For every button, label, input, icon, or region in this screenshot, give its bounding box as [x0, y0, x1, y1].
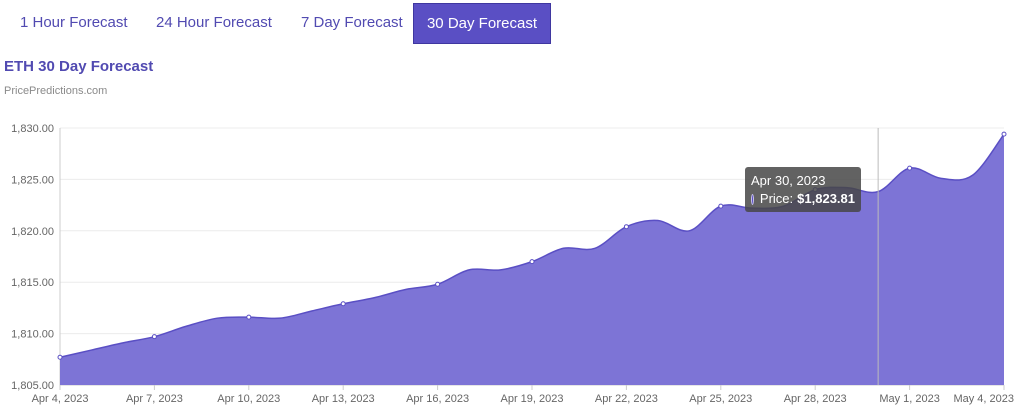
y-tick-label: 1,805.00	[11, 380, 54, 392]
x-tick-label: Apr 13, 2023	[312, 393, 375, 405]
chart-title: ETH 30 Day Forecast	[4, 58, 154, 75]
x-tick-label: Apr 22, 2023	[595, 393, 658, 405]
y-tick-label: 1,815.00	[11, 277, 54, 289]
x-tick-label: Apr 16, 2023	[406, 393, 469, 405]
data-point	[718, 203, 724, 209]
chart-subtitle: PricePredictions.com	[4, 85, 108, 97]
data-point	[340, 301, 346, 307]
x-tick-label: May 4, 2023	[953, 393, 1014, 405]
tab-30-day-forecast[interactable]: 30 Day Forecast	[413, 3, 551, 44]
y-tick-label: 1,810.00	[11, 329, 54, 341]
x-tick-label: Apr 4, 2023	[32, 393, 89, 405]
x-tick-label: Apr 28, 2023	[784, 393, 847, 405]
data-point	[623, 224, 629, 230]
tab-7-day-forecast[interactable]: 7 Day Forecast	[301, 14, 403, 31]
tooltip-date: Apr 30, 2023	[751, 173, 826, 188]
tab-24-hour-forecast[interactable]: 24 Hour Forecast	[156, 14, 272, 31]
forecast-tabs: 1 Hour Forecast 24 Hour Forecast 7 Day F…	[0, 3, 551, 44]
x-tick-label: Apr 10, 2023	[217, 393, 280, 405]
data-point	[246, 314, 252, 320]
data-point	[907, 165, 913, 171]
tooltip-label: Price:	[759, 191, 794, 206]
y-tick-label: 1,825.00	[11, 174, 54, 186]
x-tick-label: Apr 19, 2023	[501, 393, 564, 405]
x-tick-label: Apr 7, 2023	[126, 393, 183, 405]
data-point	[529, 259, 535, 265]
tab-1-hour-forecast[interactable]: 1 Hour Forecast	[20, 14, 128, 31]
x-tick-label: May 1, 2023	[879, 393, 940, 405]
price-tooltip: Apr 30, 2023 Price: $1,823.81	[745, 167, 861, 212]
data-point	[57, 354, 63, 360]
data-point	[435, 281, 441, 287]
x-axis: Apr 4, 2023 Apr 7, 2023 Apr 10, 2023 Apr 13…	[32, 385, 1014, 405]
y-tick-label: 1,820.00	[11, 226, 54, 238]
y-tick-label: 1,830.00	[11, 123, 54, 135]
price-area	[60, 134, 1004, 385]
series-dot-icon	[751, 193, 754, 205]
data-point	[151, 334, 157, 340]
tooltip-value: $1,823.81	[797, 191, 855, 206]
x-tick-label: Apr 25, 2023	[689, 393, 752, 405]
tooltip-row: Price: $1,823.81	[751, 190, 855, 208]
data-point	[1001, 131, 1007, 137]
y-axis: 1,805.00 1,810.00 1,815.00 1,820.00 1,825.00…	[11, 123, 61, 392]
